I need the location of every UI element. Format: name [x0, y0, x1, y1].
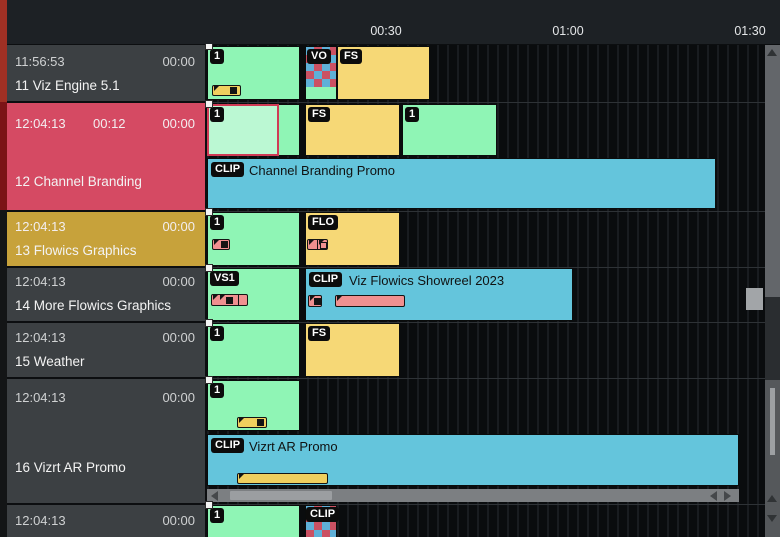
vertical-scrollbar[interactable]	[765, 45, 780, 537]
fs-type-badge: FS	[340, 49, 363, 64]
scroll-right-arrow-icon[interactable]	[724, 491, 731, 501]
element-type-badge: 1	[210, 508, 225, 523]
duration: 00:00	[162, 513, 195, 528]
story-title: 15 Weather	[15, 354, 85, 369]
story-row-13[interactable]: 12:04:13 00:00 13 Flowics Graphics	[7, 212, 205, 266]
clip-type-badge: CLIP	[211, 438, 245, 453]
scroll-left-arrow-icon[interactable]	[710, 491, 717, 501]
horizontal-scrollbar[interactable]	[207, 489, 739, 502]
fs-type-badge: FS	[308, 326, 331, 341]
clip-type-badge: CLIP	[309, 272, 343, 287]
start-time: 12:04:13	[15, 219, 66, 234]
clip-type-badge: CLIP	[211, 162, 245, 177]
timeline-ruler-header: 00:30 01:00 01:30	[0, 0, 780, 44]
story-title: 14 More Flowics Graphics	[15, 298, 172, 313]
progress-badge	[237, 417, 267, 428]
story-title: 13 Flowics Graphics	[15, 243, 137, 258]
story-row-15[interactable]: 12:04:13 00:00 15 Weather	[7, 323, 205, 377]
vs1-type-badge: VS1	[210, 271, 239, 286]
element-handle[interactable]	[205, 376, 213, 384]
inner-scrollbar-thumb[interactable]	[770, 388, 775, 455]
row-separator	[207, 267, 765, 268]
splitter-handle[interactable]	[746, 288, 763, 310]
element-handle[interactable]	[205, 501, 213, 509]
story-row-11[interactable]: 11:56:53 00:00 11 Viz Engine 5.1	[7, 45, 205, 101]
ruler-tick-0030: 00:30	[370, 24, 402, 38]
element-type-badge: 1	[210, 383, 225, 398]
duration: 00:00	[162, 219, 195, 234]
row-separator	[207, 378, 765, 379]
story-row-12[interactable]: 12:04:13 00:12 00:00 12 Channel Branding	[7, 103, 205, 210]
flo-type-badge: FLO	[308, 215, 338, 230]
duration: 00:00	[162, 390, 195, 405]
offset-time: 00:12	[93, 116, 126, 131]
element-handle[interactable]	[205, 264, 213, 272]
ruler-tick-0100: 01:00	[552, 24, 584, 38]
story-title: 12 Channel Branding	[15, 174, 142, 189]
left-edge-strip	[0, 210, 7, 537]
story-row-16[interactable]: 12:04:13 00:00 16 Vizrt AR Promo	[7, 379, 205, 503]
element-type-badge: 1	[405, 107, 420, 122]
element-type-badge: 1	[210, 107, 225, 122]
progress-badge	[212, 85, 241, 96]
clip-block[interactable]	[305, 268, 573, 321]
row-separator	[207, 322, 765, 323]
start-time: 12:04:13	[15, 513, 66, 528]
story-row-17[interactable]: 12:04:13 00:00	[7, 505, 205, 537]
story-title: 16 Vizrt AR Promo	[15, 460, 126, 475]
clip-type-badge: CLIP	[306, 507, 340, 522]
vo-type-badge: VO	[307, 49, 331, 64]
duration: 00:00	[162, 54, 195, 69]
scroll-left-arrow-icon[interactable]	[211, 491, 218, 501]
horizontal-scrollbar-thumb[interactable]	[230, 491, 332, 500]
duration: 00:00	[162, 330, 195, 345]
start-time: 12:04:13	[15, 330, 66, 345]
progress-badge	[211, 294, 248, 306]
progress-badge	[308, 295, 322, 307]
progress-badge	[307, 239, 328, 250]
element-type-badge: 1	[210, 215, 225, 230]
clip-title: Viz Flowics Showreel 2023	[349, 273, 505, 288]
start-time: 12:04:13	[15, 274, 66, 289]
story-row-14[interactable]: 12:04:13 00:00 14 More Flowics Graphics	[7, 268, 205, 321]
story-title: 11 Viz Engine 5.1	[15, 78, 120, 93]
fs-type-badge: FS	[308, 107, 331, 122]
clip-block[interactable]	[207, 158, 716, 209]
clip-title: Channel Branding Promo	[249, 163, 395, 178]
duration: 00:00	[162, 274, 195, 289]
start-time: 12:04:13	[15, 390, 66, 405]
element-handle[interactable]	[205, 100, 213, 108]
duration: 00:00	[162, 116, 195, 131]
ruler-tick-0130: 01:30	[734, 24, 766, 38]
scroll-up-button[interactable]	[765, 45, 780, 61]
clip-title: Vizrt AR Promo	[249, 439, 338, 454]
start-time: 11:56:53	[15, 54, 65, 69]
scroll-up-arrow-icon	[767, 49, 777, 56]
element-type-badge: 1	[210, 49, 225, 64]
row-separator	[207, 211, 765, 212]
element-type-badge: 1	[210, 326, 225, 341]
onair-indicator-strip	[0, 0, 7, 102]
scroll-down-arrow-icon[interactable]	[767, 515, 777, 522]
scroll-up-arrow-icon[interactable]	[767, 495, 777, 502]
vertical-scrollbar-thumb[interactable]	[765, 61, 780, 297]
row-separator	[207, 102, 765, 103]
onair-indicator-strip	[0, 102, 7, 210]
start-time: 12:04:13	[15, 116, 66, 131]
progress-bar	[237, 473, 328, 484]
element-handle[interactable]	[205, 319, 213, 327]
progress-bar	[335, 295, 405, 307]
progress-badge	[212, 239, 230, 250]
element-handle[interactable]	[205, 208, 213, 216]
row-separator	[207, 504, 765, 505]
